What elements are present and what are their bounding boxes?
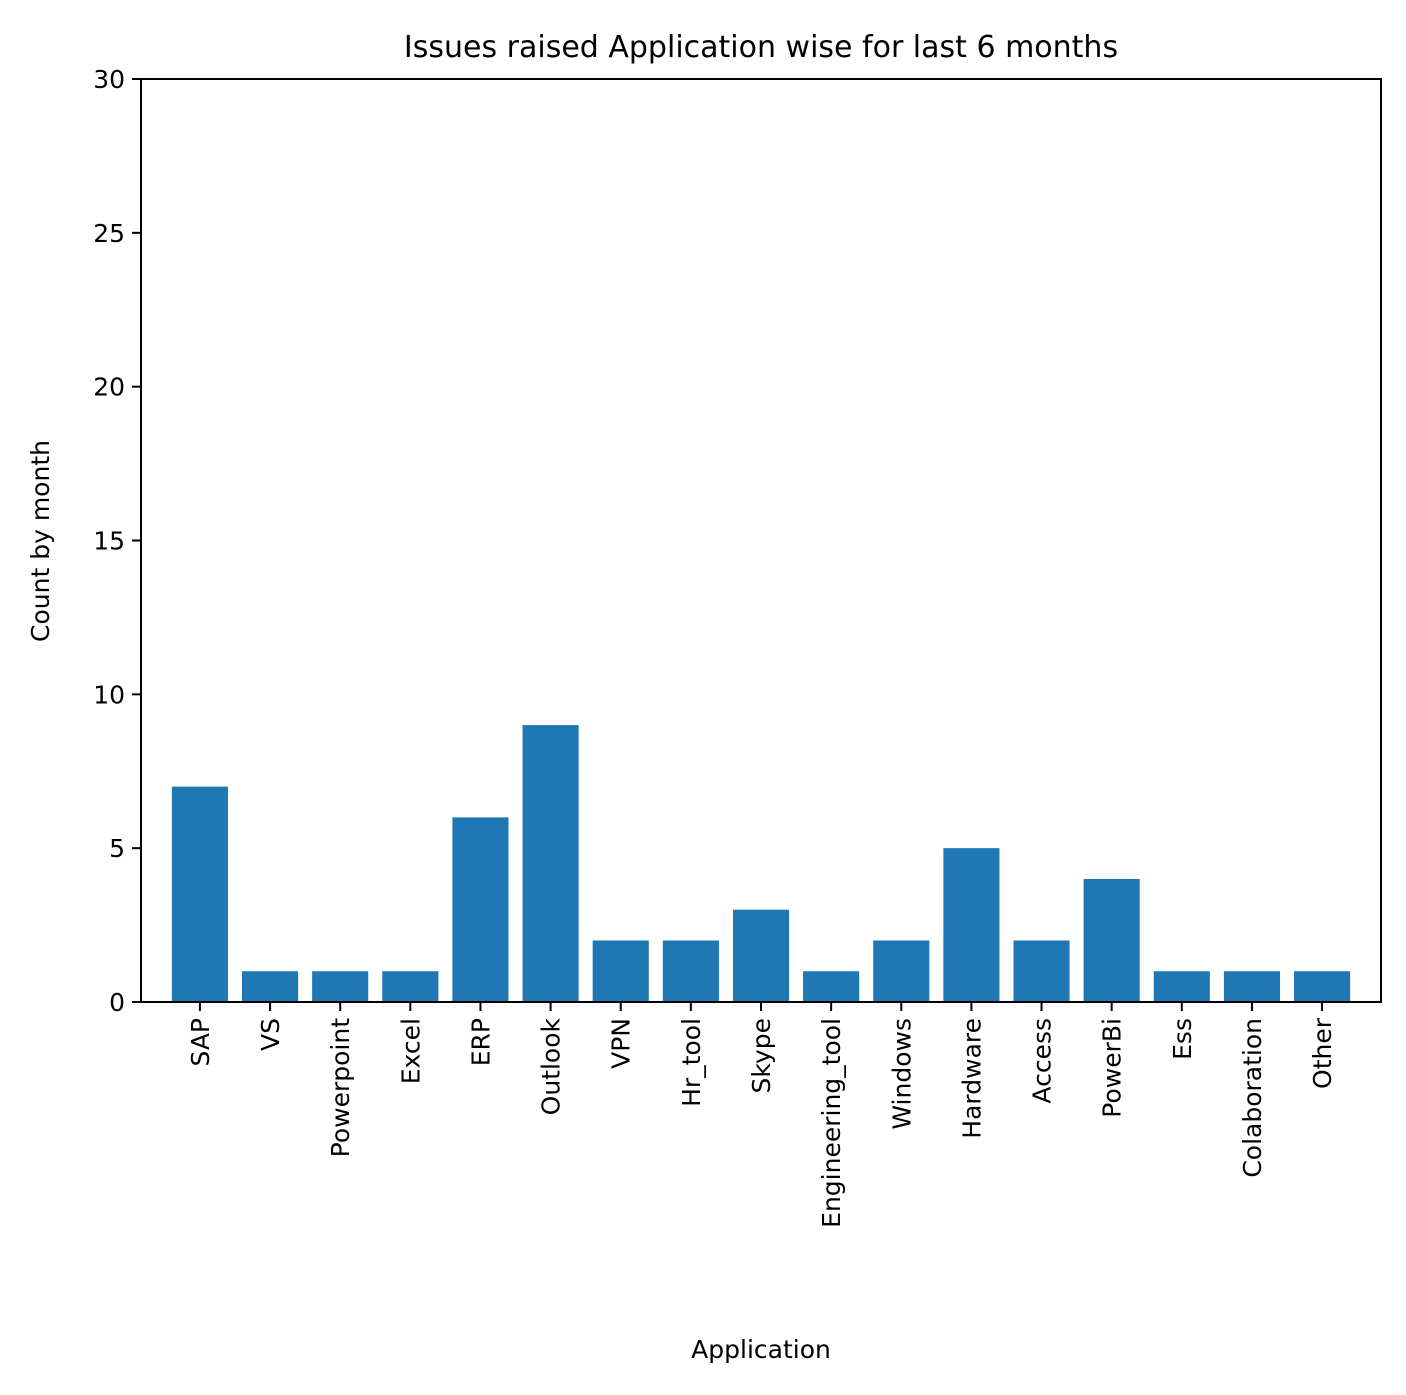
y-tick-label: 20 (93, 373, 125, 402)
bar-colaboration (1223, 971, 1281, 1002)
bar-powerpoint (312, 971, 369, 1002)
bar-powerbi (1083, 878, 1140, 1002)
y-tick-label: 0 (109, 988, 125, 1017)
y-tick-label: 30 (93, 65, 125, 94)
bar-hr-tool (662, 940, 719, 1002)
x-tick-label-powerpoint: Powerpoint (326, 1018, 355, 1158)
x-tick-label-windows: Windows (887, 1018, 916, 1130)
x-tick-label-hardware: Hardware (957, 1018, 986, 1139)
bar-access (1013, 940, 1070, 1002)
bar-outlook (522, 725, 579, 1002)
y-tick-label: 15 (93, 527, 125, 556)
x-tick-label-outlook: Outlook (537, 1017, 566, 1115)
y-tick-label: 10 (93, 680, 125, 709)
bar-vs (241, 971, 299, 1002)
bar-erp (452, 817, 509, 1002)
y-axis-title: Count by month (26, 440, 55, 642)
x-tick-label-vpn: VPN (607, 1018, 636, 1069)
bars-layer (171, 725, 1351, 1002)
bar-ess (1153, 971, 1210, 1002)
bar-excel (382, 971, 439, 1002)
bar-engineering-tool (803, 971, 860, 1002)
x-tick-label-engineering-tool: Engineering_tool (817, 1018, 846, 1228)
chart-title: Issues raised Application wise for last … (404, 30, 1118, 65)
bar-hardware (943, 848, 1000, 1002)
x-tick-label-vs: VS (256, 1018, 285, 1051)
bar-windows (873, 940, 930, 1002)
y-tick-label: 5 (109, 834, 125, 863)
y-tick-label: 25 (93, 219, 125, 248)
x-axis-title: Application (691, 1335, 831, 1364)
x-tick-label-powerbi: PowerBi (1098, 1018, 1127, 1118)
x-tick-label-ess: Ess (1168, 1018, 1197, 1060)
bar-other (1294, 971, 1351, 1002)
bar-sap (171, 786, 228, 1002)
x-tick-label-colaboration: Colaboration (1238, 1018, 1267, 1178)
x-tick-label-excel: Excel (396, 1018, 425, 1084)
bar-vpn (592, 940, 649, 1002)
x-tick-label-skype: Skype (747, 1018, 776, 1094)
x-tick-label-erp: ERP (466, 1018, 495, 1066)
x-axis-ticks: SAP VS Powerpoint Excel ERP Outlook VPN Hr_tool… (186, 1002, 1337, 1228)
bar-skype (732, 909, 790, 1002)
x-tick-label-sap: SAP (186, 1018, 215, 1067)
plot-area-frame (140, 78, 1382, 1003)
x-tick-label-access: Access (1028, 1018, 1057, 1104)
x-tick-label-hr-tool: Hr_tool (677, 1018, 706, 1107)
x-tick-label-other: Other (1308, 1017, 1337, 1089)
y-axis-ticks: 0 5 10 15 20 25 30 (93, 65, 141, 1017)
